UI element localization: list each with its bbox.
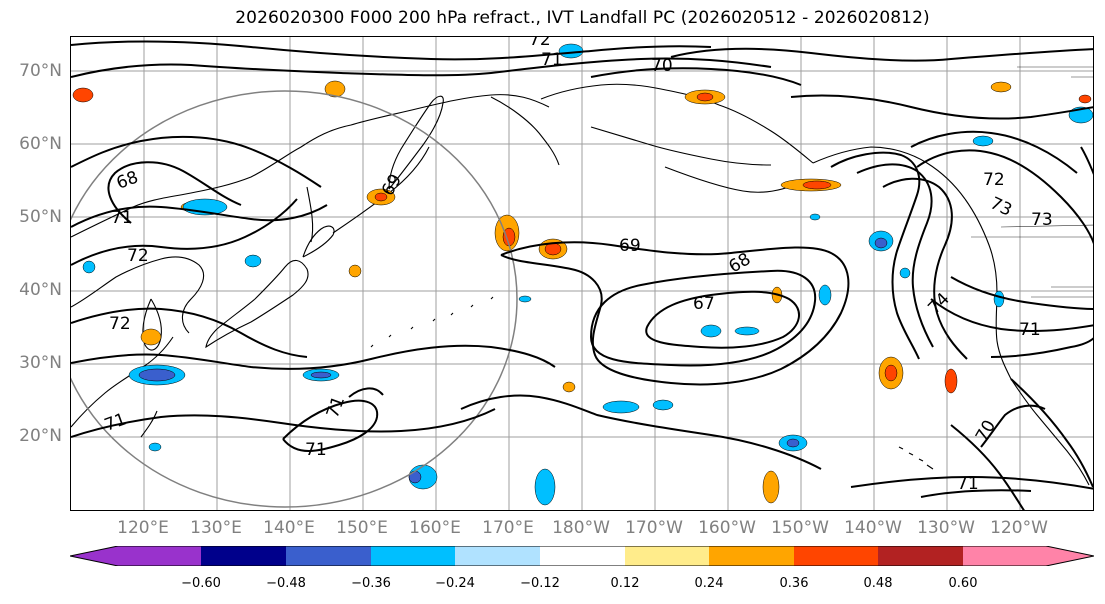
contour-label: 72 xyxy=(529,37,551,50)
lon-label-170w: 170°W xyxy=(625,518,683,538)
lat-label-20n: 20°N xyxy=(19,426,62,446)
colorbar-segment xyxy=(371,546,455,566)
contour-labels: 72 71 70 68 71 72 72 69 69 68 67 72 73 7… xyxy=(102,37,1053,494)
contour-label: 72 xyxy=(109,314,131,334)
contour-label: 71 xyxy=(1019,320,1041,340)
lon-label-150w: 150°W xyxy=(771,518,829,538)
colorbar-segment xyxy=(625,546,709,566)
contour-label: 71 xyxy=(957,474,979,494)
contour-label: 72 xyxy=(983,170,1005,190)
map-panel: 72 71 70 68 71 72 72 69 69 68 67 72 73 7… xyxy=(70,36,1094,511)
lat-label-40n: 40°N xyxy=(19,280,62,300)
colorbar-segment xyxy=(540,546,625,566)
lon-label-160e: 160°E xyxy=(409,518,461,538)
lon-label-120e: 120°E xyxy=(117,518,169,538)
lon-label-140e: 140°E xyxy=(263,518,315,538)
colorbar-segment xyxy=(794,546,878,566)
contours xyxy=(71,40,1093,510)
lat-label-50n: 50°N xyxy=(19,207,62,227)
colorbar-segment xyxy=(963,546,1094,566)
contour-label: 69 xyxy=(619,236,641,256)
colorbar-tick-label: 0.12 xyxy=(610,576,640,591)
lon-label-120w: 120°W xyxy=(990,518,1048,538)
lon-label-160w: 160°W xyxy=(698,518,756,538)
colorbar-segment xyxy=(70,546,201,566)
lat-label-30n: 30°N xyxy=(19,353,62,373)
lon-label-170e: 170°E xyxy=(482,518,534,538)
contour-label: 71 xyxy=(305,440,327,460)
colorbar-tick-label: 0.36 xyxy=(779,576,809,591)
contour-label: 73 xyxy=(1031,210,1053,230)
colorbar-tick-label: 0.48 xyxy=(863,576,893,591)
lon-label-130w: 130°W xyxy=(917,518,975,538)
contour-label: 70 xyxy=(651,56,673,76)
colorbar-segment xyxy=(709,546,794,566)
lon-label-140w: 140°W xyxy=(844,518,902,538)
graticule xyxy=(71,37,1093,510)
colorbar-tick-label: −0.36 xyxy=(351,576,391,591)
colorbar-tick-label: −0.48 xyxy=(266,576,306,591)
borders xyxy=(971,66,1093,298)
reference-circle xyxy=(71,90,518,508)
colorbar-segment xyxy=(286,546,371,566)
colorbar-tick-label: −0.24 xyxy=(435,576,475,591)
contour-label: 72 xyxy=(127,246,149,266)
coastlines xyxy=(71,83,1090,486)
contour-label: 70 xyxy=(972,417,1000,446)
colorbar-tick-label: −0.60 xyxy=(181,576,221,591)
lon-label-150e: 150°E xyxy=(336,518,388,538)
colorbar-segment xyxy=(878,546,963,566)
colorbar-tick-label: 0.24 xyxy=(694,576,724,591)
contour-label: 71 xyxy=(111,208,133,228)
lat-label-60n: 60°N xyxy=(19,134,62,154)
map-title: 2026020300 F000 200 hPa refract., IVT La… xyxy=(235,8,930,28)
colorbar-segment xyxy=(201,546,286,566)
colorbar-segment xyxy=(455,546,540,566)
lat-label-70n: 70°N xyxy=(19,61,62,81)
contour-label: 74 xyxy=(924,289,953,318)
contour-label: 71 xyxy=(323,394,349,421)
lon-label-130e: 130°E xyxy=(190,518,242,538)
colorbar-tick-label: −0.12 xyxy=(520,576,560,591)
contour-label: 71 xyxy=(541,50,563,70)
map-canvas: 72 71 70 68 71 72 72 69 69 68 67 72 73 7… xyxy=(71,37,1093,510)
colorbar-tick-label: 0.60 xyxy=(948,576,978,591)
contour-label: 67 xyxy=(693,294,715,314)
colorbar xyxy=(70,546,1094,566)
anomaly-patches xyxy=(72,43,1093,506)
lon-label-180w: 180°W xyxy=(552,518,610,538)
